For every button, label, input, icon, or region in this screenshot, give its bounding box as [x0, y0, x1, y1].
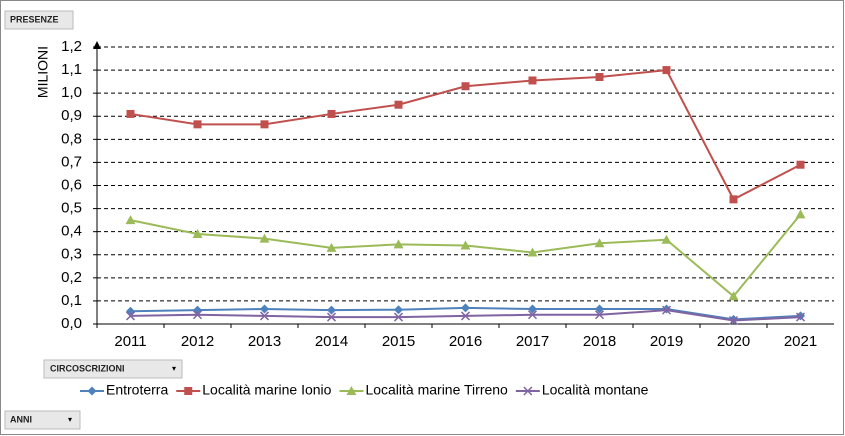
- marker: [326, 242, 337, 252]
- marker: [327, 305, 336, 315]
- marker: [795, 312, 806, 322]
- y-tick-label: 0,0: [61, 315, 82, 332]
- button-box: [4, 410, 81, 430]
- y-tick-label: 1,0: [61, 84, 82, 101]
- marker: [595, 73, 604, 82]
- marker: [393, 239, 404, 249]
- marker: [193, 120, 202, 129]
- marker: [661, 234, 672, 244]
- x-tick-label: 2011: [114, 333, 146, 350]
- legend-field-label: CIRCOSCRIZIONI: [50, 363, 125, 373]
- x-tick-label: 2017: [516, 333, 549, 350]
- marker: [528, 76, 537, 85]
- marker: [326, 312, 337, 322]
- marker: [729, 314, 738, 324]
- marker: [260, 120, 269, 129]
- y-axis-arrow: [93, 41, 101, 49]
- y-tick-label: 1,1: [61, 61, 82, 78]
- marker: [461, 82, 470, 91]
- y-axis-label: MILIONI: [35, 46, 51, 98]
- legend-label: Località marine Ionio: [202, 382, 331, 398]
- marker: [327, 109, 336, 118]
- marker: [460, 311, 471, 321]
- marker: [795, 209, 806, 219]
- marker: [729, 195, 738, 204]
- marker: [461, 303, 470, 313]
- legend-label: Entroterra: [106, 382, 168, 398]
- marker: [460, 240, 471, 250]
- y-tick-label: 0,1: [61, 292, 82, 309]
- legend-item: Entroterra: [80, 382, 168, 398]
- axis-field-button[interactable]: ANNI ▾: [4, 410, 81, 430]
- marker: [595, 304, 604, 314]
- marker: [126, 109, 135, 118]
- x-tick-label: 2020: [717, 333, 750, 350]
- legend-swatch-marker: [523, 386, 533, 396]
- y-tick-label: 0,4: [61, 223, 82, 240]
- legend-label: Località montane: [542, 382, 649, 398]
- x-tick-label: 2018: [583, 333, 616, 350]
- marker: [594, 310, 605, 320]
- page-field-label: PRESENZE: [10, 14, 59, 24]
- marker: [192, 310, 203, 320]
- legend-item: Località montane: [515, 382, 649, 398]
- y-tick-label: 0,9: [61, 107, 82, 124]
- legend-swatch-marker: [184, 387, 193, 395]
- x-tick-label: 2014: [315, 333, 348, 350]
- marker: [192, 228, 203, 238]
- y-tick-label: 0,3: [61, 246, 82, 263]
- marker: [796, 160, 805, 169]
- x-tick-label: 2016: [449, 333, 482, 350]
- legend-field-button[interactable]: CIRCOSCRIZIONI ▾: [43, 359, 183, 379]
- y-tick-label: 0,7: [61, 153, 82, 170]
- marker: [394, 100, 403, 109]
- y-tick-label: 0,8: [61, 130, 82, 147]
- marker: [260, 304, 269, 314]
- marker: [394, 305, 403, 315]
- marker: [527, 247, 538, 257]
- marker: [259, 233, 270, 243]
- legend-label: Località marine Tirreno: [365, 382, 508, 398]
- marker: [125, 311, 136, 321]
- y-tick-label: 1,2: [61, 38, 82, 55]
- x-tick-label: 2019: [650, 333, 683, 350]
- button-box: [43, 359, 183, 379]
- x-tick-label: 2021: [784, 333, 817, 350]
- marker: [594, 238, 605, 248]
- marker: [259, 311, 270, 321]
- marker: [393, 312, 404, 322]
- legend-item: Località marine Tirreno: [339, 382, 508, 398]
- y-tick-label: 0,5: [61, 200, 82, 217]
- marker: [662, 66, 671, 75]
- y-tick-label: 0,6: [61, 176, 82, 193]
- dropdown-arrow: ▾: [172, 364, 176, 373]
- button-box: [4, 10, 74, 30]
- legend-swatch-marker: [346, 386, 357, 395]
- dropdown-arrow: ▾: [68, 415, 72, 424]
- marker: [527, 310, 538, 320]
- x-tick-label: 2012: [181, 333, 214, 350]
- axis-field-label: ANNI: [10, 414, 32, 424]
- page-field-button[interactable]: PRESENZE: [4, 10, 74, 30]
- legend-swatch-marker: [87, 386, 97, 396]
- legend-item: Località marine Ionio: [176, 382, 332, 398]
- marker: [125, 215, 136, 225]
- y-tick-label: 0,2: [61, 269, 82, 286]
- marker: [661, 305, 672, 315]
- marker: [528, 304, 537, 314]
- marker: [728, 316, 739, 326]
- x-tick-label: 2013: [248, 333, 281, 350]
- marker: [728, 291, 739, 301]
- x-tick-label: 2015: [382, 333, 415, 350]
